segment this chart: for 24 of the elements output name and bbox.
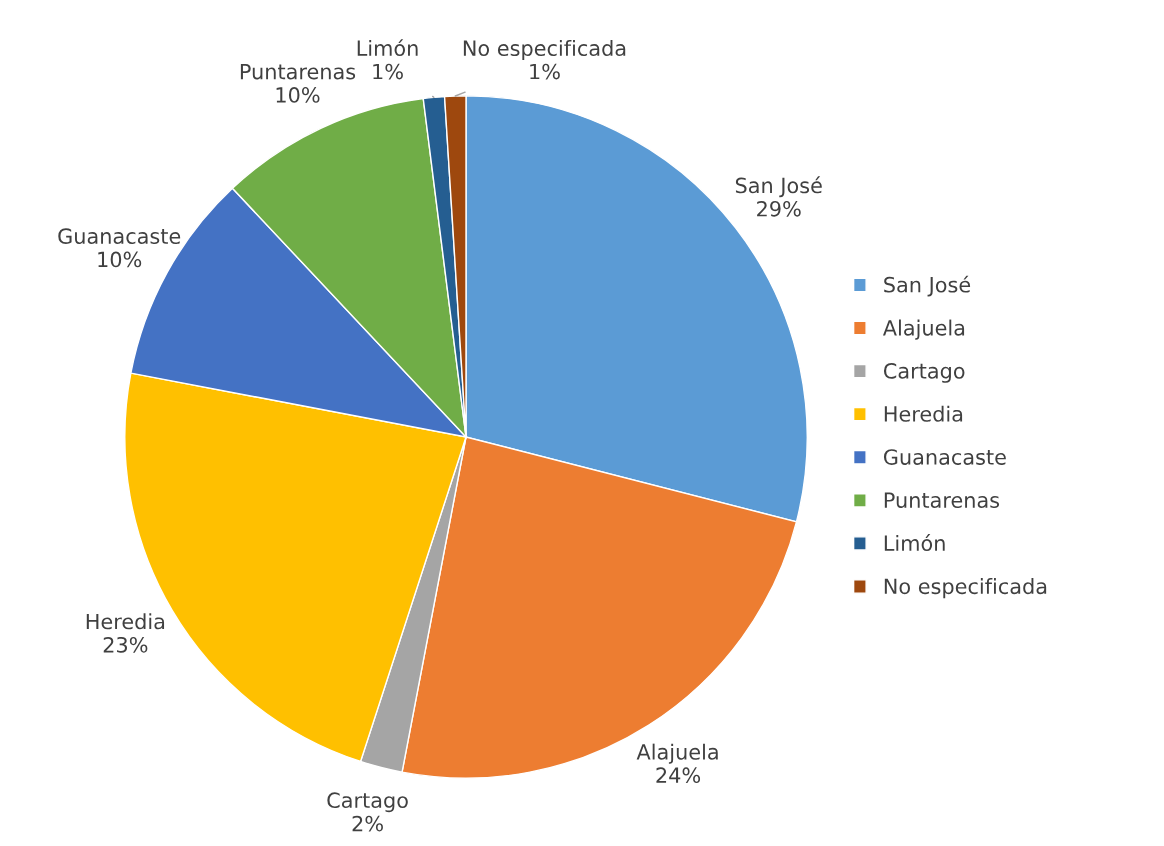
slice-label: Limón [357, 39, 418, 57]
data-label: 1% [530, 63, 560, 80]
legend-label: Puntarenas [884, 492, 1000, 508]
data-label: 29% [757, 200, 801, 217]
legend-label: Guanacaste [883, 449, 1006, 465]
legend-label: Limón [884, 534, 945, 552]
slice-label: No especificada [463, 39, 626, 61]
data-label: 24% [656, 767, 701, 784]
data-label: 23% [103, 636, 148, 653]
slice-label: Cartago [327, 792, 408, 813]
legend-label: Cartago [883, 363, 965, 383]
data-label: 10% [276, 87, 320, 103]
slice-label: Heredia [86, 613, 165, 630]
data-label: 1% [373, 63, 403, 80]
legend-label: San José [884, 275, 971, 297]
slice-label: Guanacaste [58, 228, 181, 245]
slice-label: Alajuela [636, 743, 718, 764]
legend-label: Alajuela [882, 319, 965, 340]
data-label: 2% [352, 815, 383, 832]
data-label: 10% [98, 251, 142, 268]
slice-label: Puntarenas [240, 63, 356, 80]
legend-label: No especificada [884, 578, 1047, 599]
slice-label: San José [735, 176, 822, 198]
legend-label: Heredia [884, 405, 963, 422]
